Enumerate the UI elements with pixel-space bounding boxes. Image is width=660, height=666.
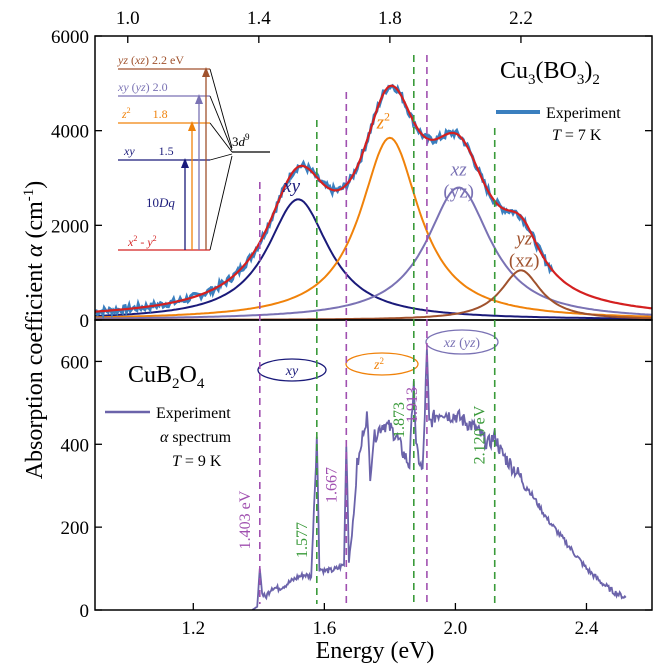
peak-labels: xy z2 xz(yz) yz(xz) [282,109,539,271]
bottom-y-tick-label: 0 [80,601,90,622]
peak-label-xy: xy [282,176,300,197]
bottom-legend-condition: T = 9 K [172,453,222,470]
band-z2-label: z2 [373,356,384,373]
peak-curve-xz_yz [95,186,652,320]
bottom-y-tick-label: 600 [61,352,90,373]
svg-text:xy (yz) 2.0: xy (yz) 2.0 [117,80,168,94]
top-y-axis: 0 2000 4000 6000 [51,27,652,332]
svg-text:yz (xz) 2.2 eV: yz (xz) 2.2 eV [117,53,184,67]
bottom-x-tick-label: 1.2 [181,618,205,639]
bottom-x-tick-label: 2.4 [575,618,599,639]
svg-text:xy1.5: xy 1.5 [123,144,174,158]
x-axis-label: Energy (eV) [316,638,435,664]
peak-label2-xz_yz: (yz) [443,182,474,203]
svg-text:x2 - y2: x2 - y2 [127,234,157,249]
top-legend-label: Experiment [546,105,621,122]
top-y-tick-label: 4000 [51,122,89,143]
bottom-curves [251,349,627,610]
top-x-tick-label: 2.2 [509,8,533,29]
top-y-tick-label: 2000 [51,216,89,237]
marker-label: 1.667 [323,467,340,503]
marker-label: 1.913 [404,387,421,423]
marker-label: 2.120 eV [472,405,489,464]
bottom-x-tick-label: 2.0 [444,618,468,639]
band-labels: xy z2 xz (yz) [257,329,499,382]
bottom-legend-label: Experiment [156,405,231,422]
top-x-tick-label: 1.8 [378,8,402,29]
top-panel: 0 2000 4000 6000 1.0 1.4 1.8 2.2 xy z2 xz(yz) yz(… [51,8,653,332]
top-x-axis: 1.0 1.4 1.8 2.2 [116,8,533,43]
top-title: Cu3(BO3)2 [500,58,600,88]
total-fit-curve [95,84,652,313]
energy-level-inset: yz (xz) 2.2 eV xy (yz) 2.0 z2 1.8 xy 1.5 x… [117,53,270,251]
top-legend: Experiment T = 7 K [496,105,621,144]
peak-label-yz_xz: yz [514,228,532,249]
top-x-tick-label: 1.4 [247,8,271,29]
marker-label: 1.577 [294,522,311,558]
bottom-title: CuB2O4 [128,362,205,392]
bottom-panel-frame [94,319,653,611]
svg-text:3d9: 3d9 [232,132,250,149]
band-xzyz-label: xz (yz) [443,336,481,351]
top-x-tick-label: 1.0 [116,8,140,29]
peak-label-xz_yz: xz [450,160,467,181]
band-z2-ellipse [345,352,419,376]
bottom-legend: Experiment α spectrum T = 9 K [105,405,232,470]
bottom-panel: 0 200 400 600 1.2 1.6 2.0 2.4 CuB2O4 Experimen… [61,319,653,639]
y-axis-label: Absorption coefficient α (cm-1) [21,181,48,480]
svg-text:z21.8: z2 1.8 [121,106,168,121]
top-y-tick-label: 0 [80,311,90,332]
top-y-tick-label: 6000 [51,27,89,48]
bottom-y-tick-label: 400 [61,435,90,456]
band-xzyz-ellipse [425,329,499,355]
peak-curve-z2 [95,136,652,319]
peak-label-z2: z2 [376,109,390,133]
marker-label: 1.403 eV [237,490,254,549]
svg-text:10Dq: 10Dq [146,195,175,210]
top-legend-condition: T = 7 K [552,127,602,144]
experiment-curve-bottom [251,349,627,610]
band-xy-ellipse [257,358,327,382]
bottom-y-tick-label: 200 [61,518,90,539]
bottom-legend-label2: α spectrum [160,429,232,446]
bottom-y-axis: 0 200 400 600 [61,352,652,622]
bottom-x-axis: 1.2 1.6 2.0 2.4 [181,603,599,639]
bottom-x-tick-label: 1.6 [312,618,336,639]
peak-label2-yz_xz: (xz) [509,250,540,271]
band-xy-label: xy [285,364,299,379]
marker-label: 1.873 [391,402,408,438]
